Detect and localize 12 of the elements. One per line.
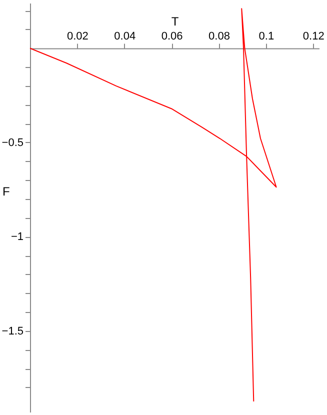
- x-tick-label: 0.02: [66, 30, 88, 43]
- x-tick-label: 0.12: [302, 30, 324, 43]
- x-tick-label: 0.04: [114, 30, 136, 43]
- y-axis-title: F: [2, 184, 10, 199]
- line-series: [30, 8, 277, 402]
- x-tick-label: 0.1: [258, 30, 274, 43]
- y-tick-label: −0.5: [2, 136, 24, 149]
- y-tick-label: −1: [10, 231, 24, 244]
- x-axis-title: T: [171, 14, 180, 29]
- x-tick-label: 0.08: [208, 30, 230, 43]
- y-tick-label: −1.5: [2, 325, 24, 338]
- x-tick-label: 0.06: [161, 30, 183, 43]
